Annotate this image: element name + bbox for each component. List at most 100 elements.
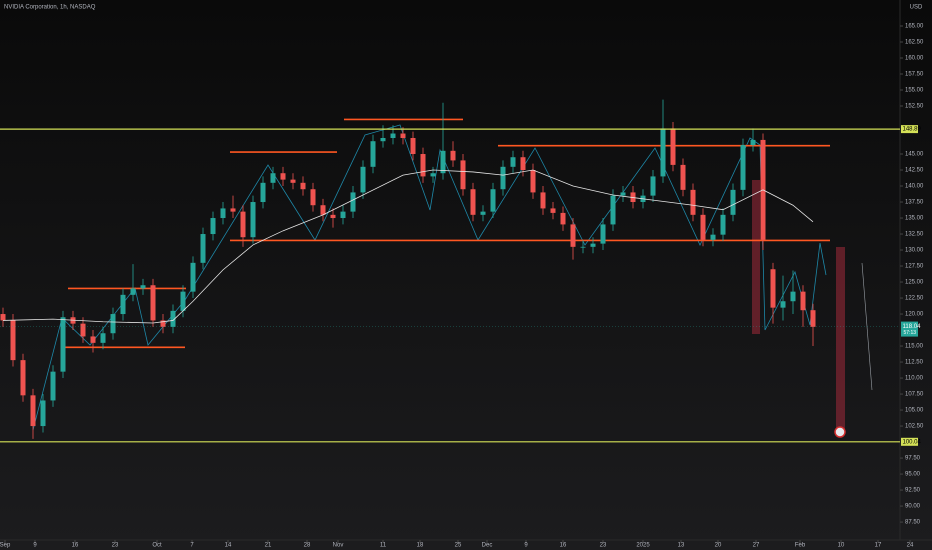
candle-body — [20, 360, 26, 396]
y-tick-label: 152.50 — [905, 104, 924, 110]
candle-body — [590, 243, 596, 247]
y-tick-label: 162.50 — [905, 40, 924, 46]
y-tick-label: 160.00 — [905, 56, 924, 62]
level-price-tag — [901, 437, 918, 446]
level-price-tag — [901, 125, 918, 134]
y-tick-label: 112.50 — [905, 360, 924, 366]
x-tick-label: Dec — [482, 543, 493, 549]
candle-body — [180, 291, 186, 311]
candle-body — [260, 182, 266, 203]
y-tick-label: 105.00 — [905, 408, 924, 414]
candle-body — [350, 192, 356, 212]
candle-body — [120, 294, 126, 315]
x-tick-label: 11 — [380, 543, 387, 549]
last-price-label: 118.04 — [903, 324, 922, 330]
candle-body — [340, 211, 346, 219]
candle-body — [690, 189, 696, 215]
candle-body — [320, 205, 326, 215]
candle-body — [370, 141, 376, 167]
candle-body — [600, 224, 606, 244]
candle-body — [670, 128, 676, 165]
candle-body — [810, 310, 816, 327]
x-tick-label: 27 — [753, 543, 760, 549]
y-tick-label: 125.00 — [905, 280, 924, 286]
candle-body — [740, 145, 746, 190]
candle-body — [530, 170, 536, 193]
x-tick-label: 2025 — [636, 543, 650, 549]
x-tick-label: 23 — [112, 543, 119, 549]
level-price-label: 148.89 — [903, 127, 922, 133]
y-tick-label: 92.50 — [905, 488, 921, 494]
last-price-tag — [901, 321, 918, 337]
y-tick-label: 137.50 — [905, 200, 924, 206]
y-tick-label: 90.00 — [905, 504, 921, 510]
y-tick-label: 120.00 — [905, 312, 924, 318]
candle-body — [570, 224, 576, 247]
x-tick-label: 16 — [72, 543, 79, 549]
x-tick-label: 16 — [560, 543, 567, 549]
x-tick-label: 28 — [304, 543, 311, 549]
y-tick-label: 155.00 — [905, 88, 924, 94]
y-tick-label: 127.50 — [905, 264, 924, 270]
candle-body — [430, 173, 436, 177]
candle-body — [710, 234, 716, 240]
y-tick-label: 157.50 — [905, 72, 924, 78]
candle-body — [730, 189, 736, 215]
candle-body — [360, 166, 366, 193]
y-tick-label: 97.50 — [905, 456, 921, 462]
x-tick-label: 13 — [678, 543, 685, 549]
x-tick-label: 20 — [715, 543, 722, 549]
candle-body — [230, 208, 236, 212]
candle-body — [420, 154, 426, 177]
candle-body — [460, 160, 466, 190]
candle-body — [470, 189, 476, 215]
x-tick-label: Nov — [333, 543, 344, 549]
plot-area — [0, 99, 873, 439]
candle-body — [170, 310, 176, 327]
candle-body — [280, 173, 286, 180]
candle-body — [450, 150, 456, 161]
candle-body — [40, 400, 46, 427]
candle-body — [750, 139, 756, 146]
candle-body — [300, 182, 306, 190]
candle-body — [150, 285, 156, 321]
projection-box — [752, 180, 760, 334]
candle-body — [790, 291, 796, 302]
moving-average-line — [2, 169, 814, 324]
candle-body — [210, 218, 216, 235]
candle-body — [660, 128, 666, 177]
candle-body — [580, 246, 586, 248]
candle-body — [390, 133, 396, 139]
x-tick-label: 17 — [875, 543, 882, 549]
candle-body — [500, 166, 506, 190]
candle-body — [400, 133, 406, 139]
y-tick-label: 165.00 — [905, 24, 924, 30]
y-tick-label: 115.00 — [905, 344, 924, 350]
chart-title: NVIDIA Corporation, 1h, NASDAQ — [4, 5, 96, 11]
candle-body — [10, 320, 16, 361]
candle-body — [510, 157, 516, 167]
candle-body — [560, 212, 566, 225]
candle-body — [80, 323, 86, 337]
y-tick-label: 132.50 — [905, 232, 924, 238]
candle-body — [200, 234, 206, 263]
candle-body — [800, 291, 806, 311]
countdown-label: 57:13 — [904, 330, 917, 336]
candle-body — [270, 173, 276, 183]
x-tick-label: Oct — [152, 543, 162, 549]
y-tick-label: 107.50 — [905, 392, 924, 398]
candle-body — [680, 164, 686, 190]
candle-body — [380, 138, 386, 142]
y-tick-label: 95.00 — [905, 472, 921, 478]
y-tick-label: 110.00 — [905, 376, 924, 382]
candle-body — [440, 150, 446, 174]
y-tick-label: 122.50 — [905, 296, 924, 302]
candle-body — [720, 214, 726, 235]
y-tick-label: 130.00 — [905, 248, 924, 254]
x-tick-label: 23 — [600, 543, 607, 549]
y-tick-label: 102.50 — [905, 424, 924, 430]
candle-body — [90, 336, 96, 343]
